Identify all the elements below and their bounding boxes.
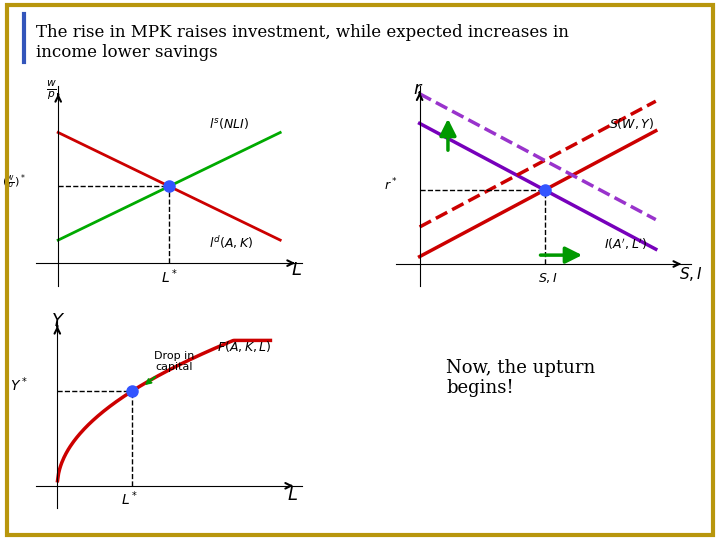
Text: $L$: $L$ [287,487,298,504]
Text: $L$: $L$ [292,261,302,279]
Text: The rise in MPK raises investment, while expected increases in
income lower savi: The rise in MPK raises investment, while… [36,24,569,61]
Text: $Y^*$: $Y^*$ [10,376,28,394]
Text: $F(A,K,L)$: $F(A,K,L)$ [217,339,271,354]
Text: $\frac{w}{p}$: $\frac{w}{p}$ [46,79,57,103]
Text: $Y$: $Y$ [51,312,65,330]
Text: $l^d(A,K)$: $l^d(A,K)$ [209,234,253,251]
Text: $S,I$: $S,I$ [680,265,703,283]
Text: $I(A',L')$: $I(A',L')$ [604,237,647,252]
Text: $S(W,Y)$: $S(W,Y)$ [608,116,654,131]
Text: $(\frac{w}{p})^*$: $(\frac{w}{p})^*$ [2,172,26,194]
Text: $r$: $r$ [413,80,423,98]
Text: Now, the upturn
begins!: Now, the upturn begins! [446,359,595,397]
Text: $l^s(NLI)$: $l^s(NLI)$ [209,116,249,131]
Text: Drop in
capital: Drop in capital [147,351,194,383]
Text: $L^*$: $L^*$ [161,267,178,286]
Text: $S,I$: $S,I$ [538,271,557,285]
Text: $L^*$: $L^*$ [121,489,138,508]
Text: $r^*$: $r^*$ [384,177,398,193]
